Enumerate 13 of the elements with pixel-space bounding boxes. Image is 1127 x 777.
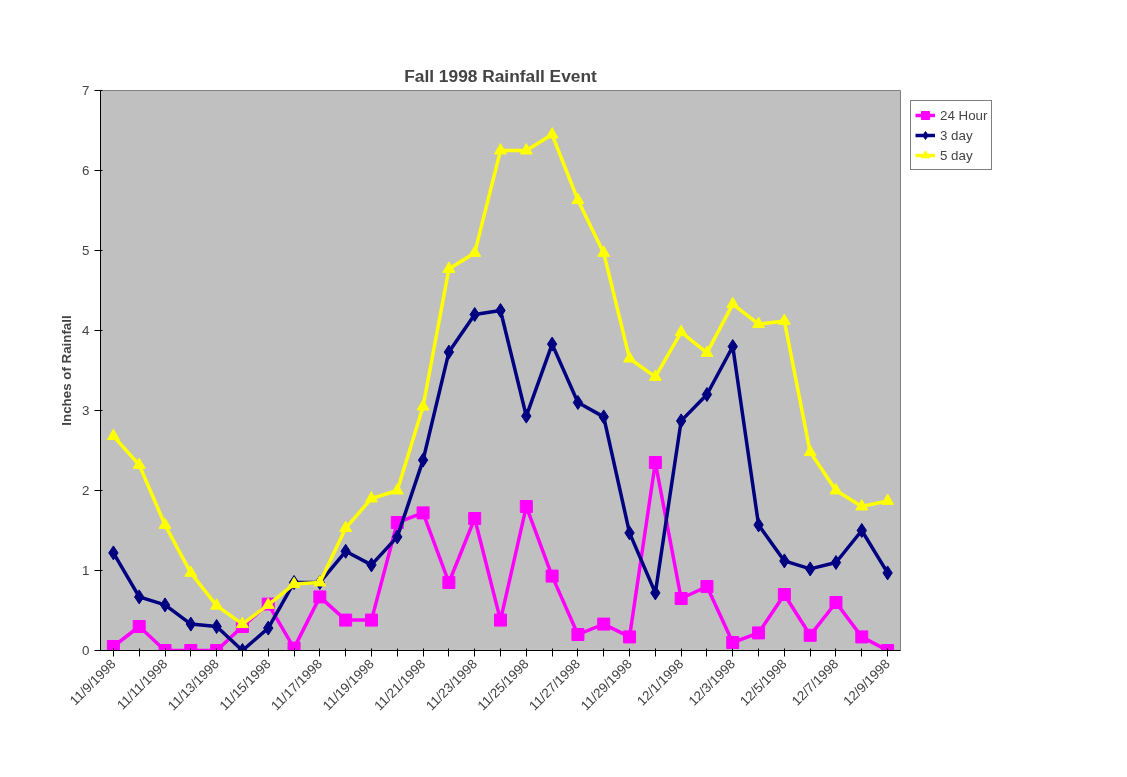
chart-title: Fall 1998 Rainfall Event: [404, 65, 598, 86]
y-axis-title: Inches of Rainfall: [59, 315, 75, 426]
legend-label: 5 day: [940, 147, 973, 163]
legend-label: 3 day: [940, 127, 973, 143]
y-tick-label: 4: [82, 323, 91, 338]
y-tick-label: 7: [82, 83, 90, 98]
y-tick-label: 6: [82, 163, 90, 178]
y-tick-label: 5: [82, 243, 90, 258]
y-tick-label: 1: [82, 563, 90, 578]
y-tick-label: 0: [82, 643, 90, 658]
y-tick-label: 2: [82, 483, 90, 498]
y-tick-label: 3: [82, 403, 90, 418]
legend-label: 24 Hour: [940, 107, 988, 123]
